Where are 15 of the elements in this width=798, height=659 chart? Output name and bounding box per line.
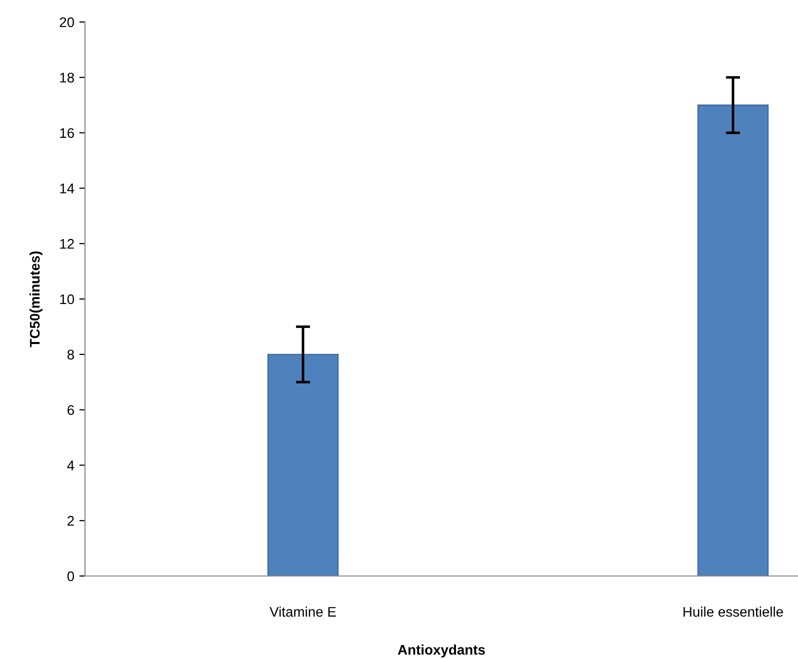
- y-tick-label: 16: [60, 128, 74, 138]
- y-tick-label: 14: [60, 184, 74, 194]
- y-axis-title: TC50(minutes): [30, 251, 42, 348]
- y-tick-label: 8: [67, 350, 74, 360]
- y-tick-label: 0: [67, 571, 74, 582]
- y-tick-label: 20: [60, 17, 74, 28]
- x-axis-title: Antioxydants: [398, 644, 485, 658]
- x-tick-label: Vitamine E: [270, 606, 336, 617]
- y-tick-label: 10: [60, 294, 74, 304]
- y-tick-label: 2: [68, 516, 74, 526]
- y-tick-label: 4: [67, 460, 74, 470]
- y-tick-label: 6: [68, 405, 74, 415]
- x-tick-label: Huile essentielle: [684, 606, 783, 617]
- y-tick-label: 12: [60, 238, 74, 249]
- y-tick-label: 18: [60, 72, 74, 83]
